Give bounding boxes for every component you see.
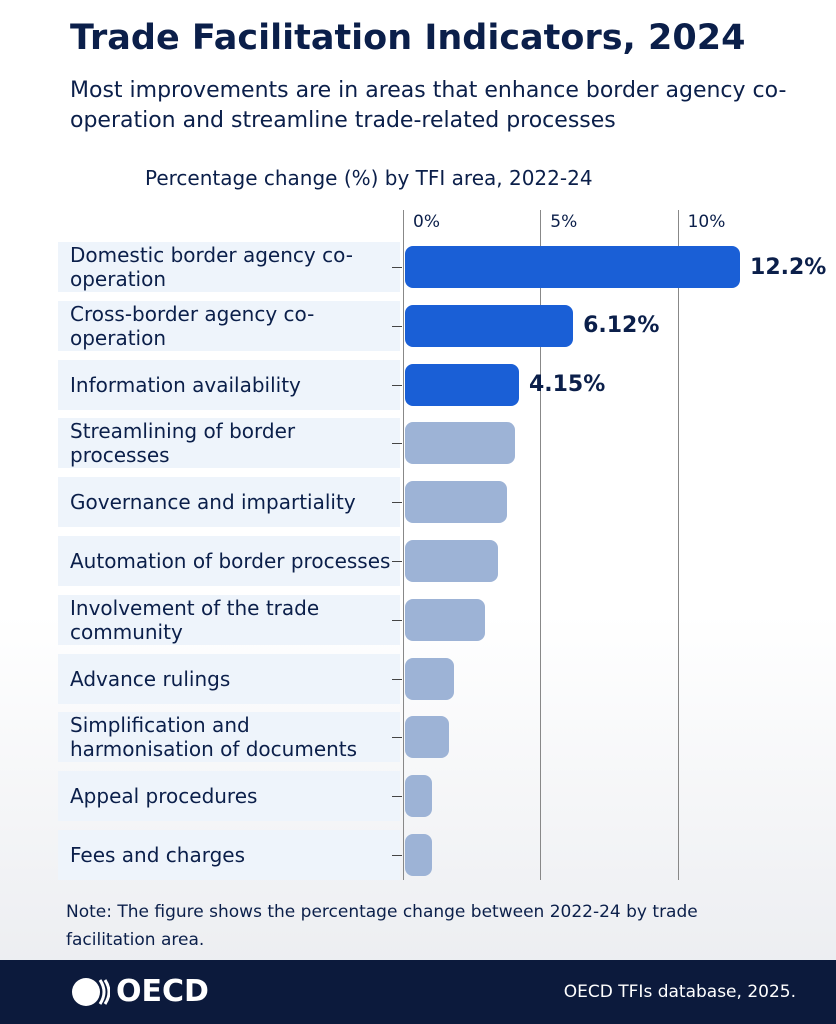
value-label: 6.12% xyxy=(583,313,660,339)
y-tick-mark xyxy=(392,855,402,856)
axis-line xyxy=(403,210,404,880)
x-tick-label: 5% xyxy=(550,212,578,232)
category-label: Information availability xyxy=(70,372,301,397)
row-background xyxy=(58,771,400,822)
y-tick-mark xyxy=(392,325,402,327)
category-label: Automation of border processes xyxy=(70,549,391,573)
row-background xyxy=(58,242,400,292)
bar xyxy=(405,657,455,700)
category-label: Involvement of the trade community xyxy=(70,595,320,644)
bar xyxy=(405,834,433,876)
chart-title: Trade Facilitation Indicators, 2024 xyxy=(70,18,746,58)
source: OECD TFIs database, 2025. xyxy=(563,982,796,1002)
footer xyxy=(0,960,836,1024)
category-label: Appeal procedures xyxy=(70,784,258,809)
row-background xyxy=(58,477,400,528)
row-background xyxy=(58,300,400,351)
grid-line xyxy=(677,210,679,880)
logo-icon xyxy=(72,977,110,1006)
category-label: Fees and charges xyxy=(70,843,245,867)
bar xyxy=(405,716,449,759)
logo-text: OECD xyxy=(116,974,209,1009)
row-background xyxy=(58,418,400,469)
category-label: Governance and impartiality xyxy=(70,490,356,515)
bar xyxy=(405,540,499,582)
y-tick-mark xyxy=(392,443,402,445)
bar xyxy=(405,304,574,347)
bar xyxy=(405,775,433,818)
y-tick-mark xyxy=(392,502,402,504)
value-label: 4.15% xyxy=(528,372,606,398)
y-tick-mark xyxy=(392,796,402,798)
y-tick-mark xyxy=(392,267,402,268)
y-tick-mark xyxy=(392,678,402,680)
category-label: Simplification and harmonisation of docu… xyxy=(70,713,358,762)
logo: OECD xyxy=(70,974,209,1009)
value-label: 12.2% xyxy=(750,254,827,280)
axis-title: Percentage change (%) by TFI area, 2022-… xyxy=(145,166,593,190)
row-background xyxy=(58,712,400,763)
row-background xyxy=(58,536,400,586)
bar xyxy=(405,422,515,465)
category-label: Streamlining of border processes xyxy=(70,419,296,468)
y-tick-mark xyxy=(392,561,402,562)
y-tick-mark xyxy=(392,384,402,386)
y-tick-mark xyxy=(392,737,402,739)
row-background xyxy=(58,653,400,704)
y-tick-mark xyxy=(392,619,402,621)
row-background xyxy=(58,830,400,880)
chart-subtitle: Most improvements are in areas that enha… xyxy=(70,78,787,133)
category-label: Domestic border agency co-operation xyxy=(70,243,353,291)
x-tick-label: 0% xyxy=(413,212,440,232)
bar xyxy=(405,246,741,288)
bar xyxy=(405,481,507,524)
note: Note: The figure shows the percentage ch… xyxy=(66,902,698,950)
bar xyxy=(405,363,519,406)
row-background xyxy=(58,359,400,410)
row-background xyxy=(58,594,400,645)
bar xyxy=(405,598,485,641)
category-label: Cross-border agency co-operation xyxy=(70,301,315,350)
grid-line xyxy=(540,210,542,880)
x-tick-label: 10% xyxy=(687,212,726,232)
category-label: Advance rulings xyxy=(70,666,231,691)
